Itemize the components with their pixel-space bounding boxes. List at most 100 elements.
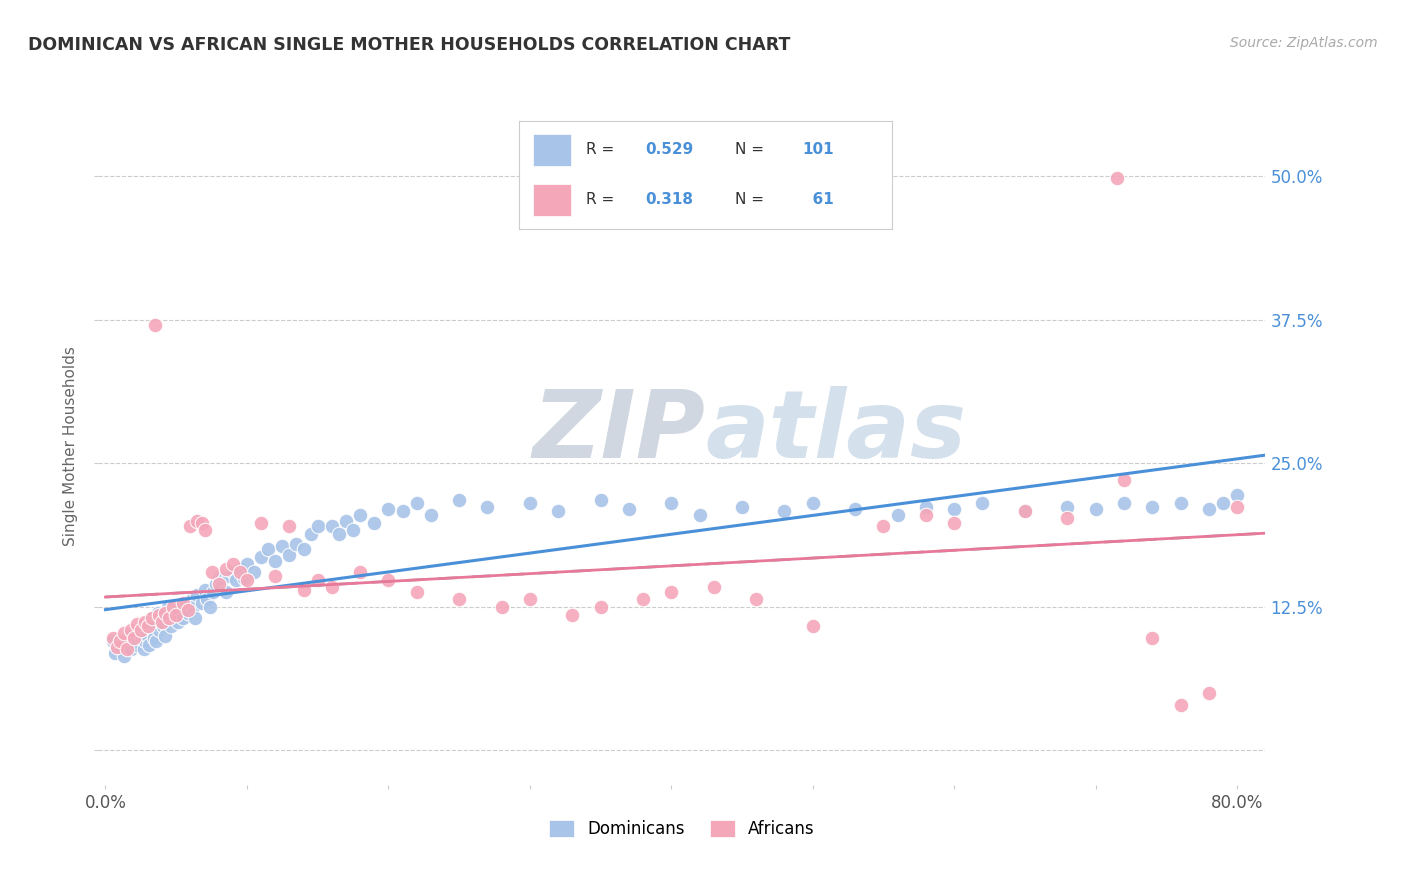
- Point: [138, 638, 160, 652]
- Point: [321, 580, 343, 594]
- Point: [1112, 496, 1135, 510]
- Point: [1142, 500, 1164, 514]
- Point: [208, 571, 231, 585]
- Point: [292, 582, 315, 597]
- Point: [186, 514, 208, 528]
- Point: [278, 548, 301, 562]
- Point: [519, 591, 541, 606]
- Point: [120, 623, 142, 637]
- Point: [915, 500, 938, 514]
- Point: [547, 504, 569, 518]
- Point: [148, 623, 170, 637]
- Point: [129, 623, 152, 637]
- Point: [731, 500, 754, 514]
- Point: [165, 607, 187, 622]
- Point: [405, 585, 427, 599]
- Point: [201, 585, 224, 599]
- Text: atlas: atlas: [706, 386, 966, 478]
- Point: [801, 619, 824, 633]
- Point: [844, 502, 866, 516]
- Point: [176, 603, 198, 617]
- Point: [152, 619, 174, 633]
- Point: [631, 591, 654, 606]
- Point: [915, 508, 938, 522]
- Point: [205, 577, 228, 591]
- Point: [131, 631, 153, 645]
- Point: [236, 574, 259, 588]
- Point: [115, 640, 138, 654]
- Point: [129, 623, 152, 637]
- Point: [108, 638, 131, 652]
- Point: [1014, 504, 1036, 518]
- Point: [148, 607, 170, 622]
- Point: [391, 504, 413, 518]
- Point: [689, 508, 711, 522]
- Point: [146, 606, 169, 620]
- Point: [264, 569, 287, 583]
- Point: [215, 562, 238, 576]
- Point: [519, 496, 541, 510]
- Point: [292, 542, 315, 557]
- Point: [659, 585, 682, 599]
- Point: [801, 496, 824, 510]
- Point: [886, 508, 908, 522]
- Point: [328, 527, 350, 541]
- Point: [491, 599, 513, 614]
- Point: [1056, 500, 1078, 514]
- Point: [271, 539, 294, 553]
- Point: [125, 638, 148, 652]
- Point: [218, 569, 240, 583]
- Point: [659, 496, 682, 510]
- Point: [872, 519, 894, 533]
- Point: [143, 318, 166, 333]
- Point: [104, 646, 127, 660]
- Point: [122, 631, 145, 645]
- Point: [363, 516, 385, 530]
- Y-axis label: Single Mother Households: Single Mother Households: [63, 346, 79, 546]
- Point: [349, 566, 371, 580]
- Point: [142, 631, 165, 645]
- Point: [200, 566, 222, 580]
- Point: [1212, 496, 1234, 510]
- Point: [250, 516, 273, 530]
- Point: [111, 642, 134, 657]
- Point: [136, 629, 159, 643]
- Point: [278, 519, 301, 533]
- Point: [190, 516, 212, 530]
- Point: [195, 591, 218, 606]
- Point: [342, 523, 364, 537]
- Point: [159, 619, 181, 633]
- Point: [307, 574, 329, 588]
- Point: [229, 566, 252, 580]
- Point: [264, 554, 287, 568]
- Point: [250, 550, 273, 565]
- Point: [377, 502, 399, 516]
- Point: [172, 611, 194, 625]
- Point: [179, 594, 201, 608]
- Point: [243, 566, 266, 580]
- Point: [101, 634, 124, 648]
- Point: [172, 596, 194, 610]
- Point: [120, 642, 142, 657]
- Point: [132, 642, 155, 657]
- Point: [162, 599, 184, 614]
- Point: [186, 588, 208, 602]
- Point: [943, 516, 966, 530]
- Point: [1112, 474, 1135, 488]
- Point: [112, 626, 135, 640]
- Point: [183, 611, 205, 625]
- Point: [1014, 504, 1036, 518]
- Point: [150, 615, 173, 629]
- Point: [139, 611, 162, 625]
- Point: [229, 562, 252, 576]
- Point: [211, 580, 233, 594]
- Point: [193, 523, 215, 537]
- Point: [124, 629, 146, 643]
- Point: [193, 582, 215, 597]
- Point: [477, 500, 499, 514]
- Point: [165, 607, 187, 622]
- Point: [215, 585, 238, 599]
- Point: [1226, 488, 1249, 502]
- Point: [134, 615, 156, 629]
- Point: [101, 631, 124, 645]
